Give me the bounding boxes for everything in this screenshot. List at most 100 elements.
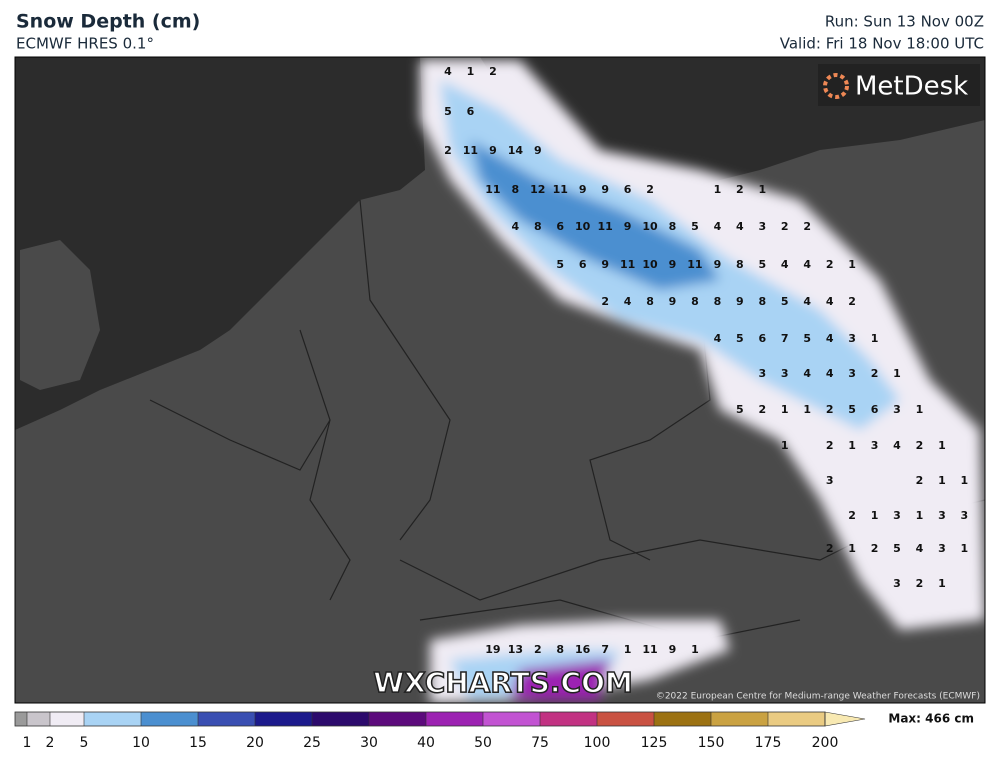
snow-depth-label: 2 [758,403,766,416]
sea [15,57,425,430]
snow-depth-label: 1 [938,474,946,487]
snow-depth-label: 2 [826,258,834,271]
map-labels: 4 1 25 62 11 9 14 911 8 12 11 9 9 6 2 1 2 14 8 6 10 11 9 10 8 5 4 4… [444,65,968,656]
snow-depth-label: 1 [803,403,811,416]
snow-depth-label: 1 [871,332,879,345]
colorbar-label: 5 [80,735,89,751]
snow-depth-label: 1 [916,403,924,416]
snow-depth-label: 3 [938,509,946,522]
watermark: WXCHARTS.COM [373,666,633,699]
snow-depth-label: 2 [826,542,834,555]
snow-depth-label: 11 [620,258,635,271]
colorbar-label: 200 [812,735,839,751]
snow-depth-label: 2 [534,643,542,656]
snow-depth-label: 8 [736,258,744,271]
snow-depth-label: 9 [736,295,744,308]
snow-depth-label: 3 [848,332,856,345]
snow-depth-label: 9 [669,258,677,271]
snow-depth-label: 8 [758,295,766,308]
snow-depth-label: 10 [642,258,658,271]
colorbar-label: 150 [698,735,725,751]
snow-depth-label: 11 [463,144,478,157]
snow-depth-label: 5 [893,542,901,555]
snow-depth-label: 1 [691,643,699,656]
snow-depth-label: 2 [916,474,924,487]
snow-depth-label: 5 [781,295,789,308]
valid-time: Valid: Fri 18 Nov 18:00 UTC [780,35,984,53]
snow-depth-label: 9 [714,258,722,271]
colorbar-label: 30 [360,735,378,751]
snow-depth-label: 2 [848,295,856,308]
snow-depth-label: 8 [714,295,722,308]
max-label: Max: 466 cm [888,712,974,726]
snow-depth-label: 7 [601,643,609,656]
snow-depth-label: 13 [508,643,523,656]
snow-depth-label: 3 [758,367,766,380]
snow-depth-label: 4 [803,295,811,308]
colorbar-label: 125 [641,735,668,751]
snow-depth-label: 9 [601,183,609,196]
snow-depth-label: 2 [826,439,834,452]
colorbar-segment [483,712,540,726]
snow-depth-label: 4 [803,367,811,380]
snow-depth-label: 4 [714,332,722,345]
colorbar-label: 1 [23,735,32,751]
snow-depth-label: 1 [893,367,901,380]
snow-depth-label: 3 [758,220,766,233]
colorbar-label: 2 [46,735,55,751]
snow-depth-label: 1 [961,474,969,487]
snow-depth-label: 2 [781,220,789,233]
snow-depth-label: 11 [642,643,657,656]
colorbar-label: 20 [246,735,264,751]
colorbar-segment [50,712,84,726]
snow-depth-label: 16 [575,643,591,656]
colorbar-label: 175 [755,735,782,751]
subtitle: ECMWF HRES 0.1° [16,35,154,53]
colorbar-segment [312,712,369,726]
snow-depth-label: 1 [938,439,946,452]
snow-depth-label: 5 [736,332,744,345]
snow-depth-label: 8 [646,295,654,308]
snow-depth-label: 8 [534,220,542,233]
colorbar-label: 100 [584,735,611,751]
colorbar-segment [654,712,711,726]
snow-depth-label: 1 [848,258,856,271]
snow-depth-label: 6 [556,220,564,233]
snow-depth-label: 4 [826,295,834,308]
snow-depth-label: 9 [601,258,609,271]
snow-depth-label: 1 [467,65,475,78]
snow-depth-label: 2 [489,65,497,78]
snow-depth-label: 4 [781,258,789,271]
snow-depth-label: 5 [444,105,452,118]
snow-depth-label: 1 [938,577,946,590]
colorbar: 1 2 5 10 15 20 25 30 40 50 75 100 125 150 175 200 [14,711,866,751]
snow-depth-label: 7 [781,332,789,345]
snow-depth-label: 4 [916,542,924,555]
snow-depth-label: 3 [826,474,834,487]
snow-depth-label: 1 [781,439,789,452]
snow-depth-label: 2 [646,183,654,196]
logo-box [818,64,980,106]
snow-depth-label: 1 [624,643,632,656]
colorbar-extension [824,711,866,727]
snow-depth-label: 3 [938,542,946,555]
land [20,240,100,390]
snow-depth-label: 2 [826,403,834,416]
snow-depth-label: 2 [736,183,744,196]
colorbar-segment [141,712,198,726]
snow-depth-label: 2 [444,144,452,157]
snow-depth-label: 3 [781,367,789,380]
snow-depth-label: 9 [669,643,677,656]
snow-depth-label: 3 [961,509,969,522]
snow-depth-label: 1 [781,403,789,416]
snow-depth-label: 4 [826,367,834,380]
colorbar-segment [27,712,50,726]
snow-depth-label: 2 [848,509,856,522]
snow-depth-label: 5 [758,258,766,271]
snow-depth-label: 2 [803,220,811,233]
snow-depth-label: 9 [489,144,497,157]
snow-depth-label: 5 [691,220,699,233]
snow-depth-label: 9 [624,220,632,233]
snow-depth-label: 1 [848,439,856,452]
snow-depth-label: 4 [803,258,811,271]
